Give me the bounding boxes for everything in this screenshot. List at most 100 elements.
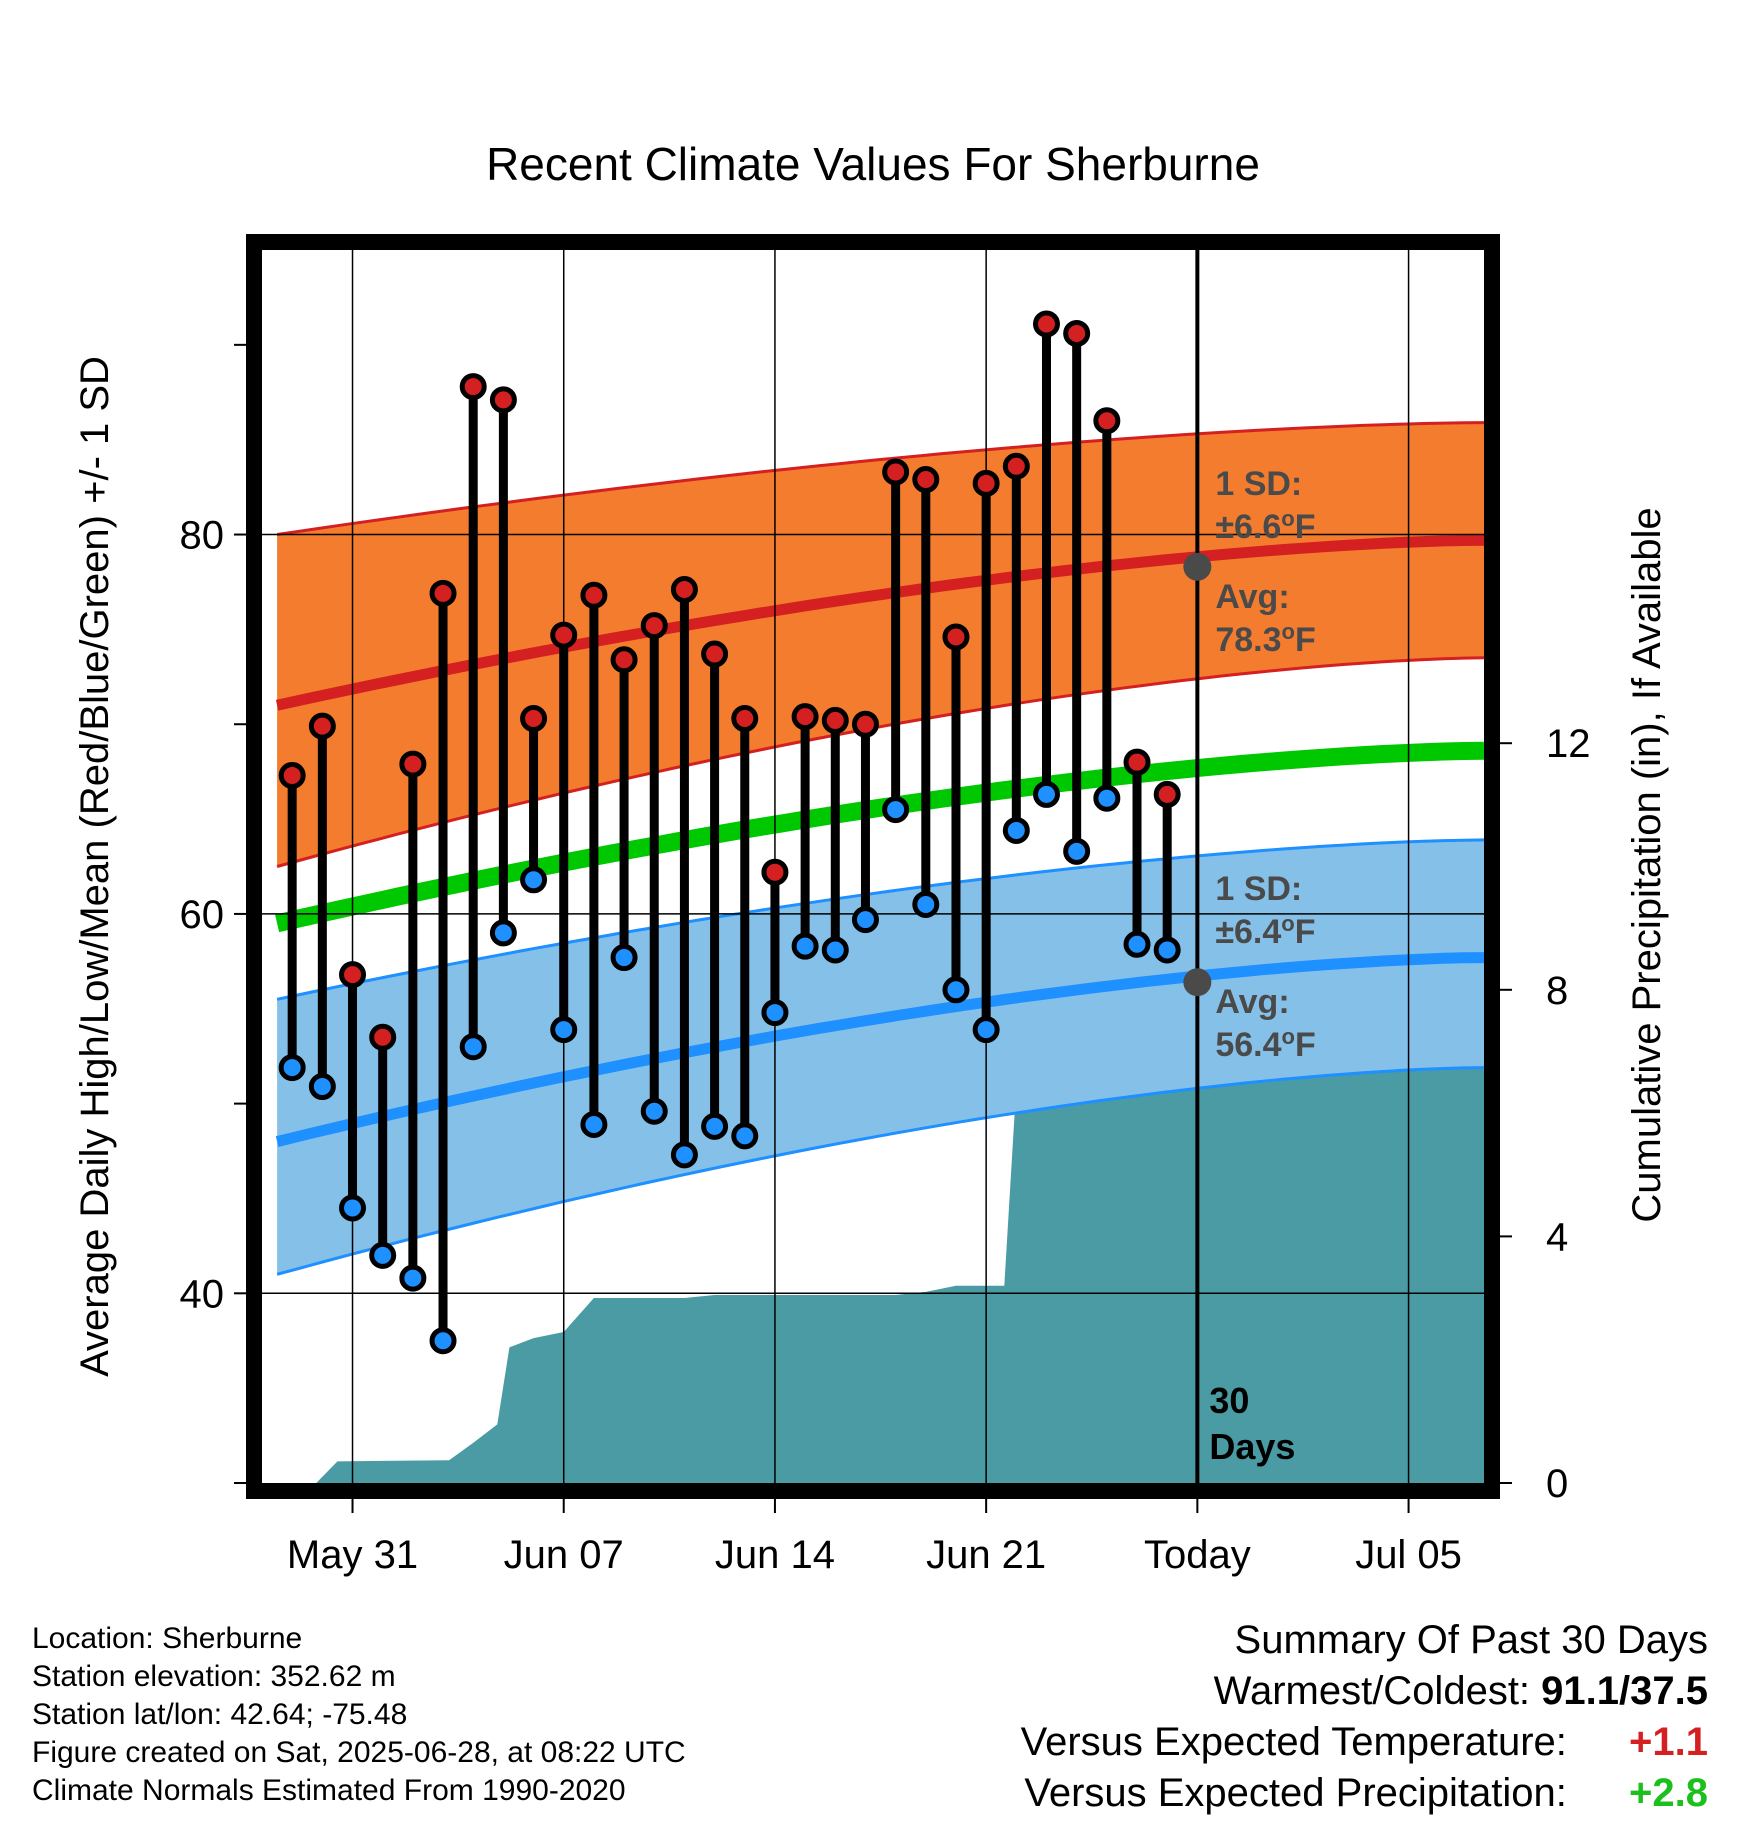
- high-avg-value: 78.3oF: [1215, 619, 1315, 660]
- daily-high-point: [851, 710, 879, 738]
- daily-high-point: [1002, 452, 1030, 480]
- days-label-text: Days: [1209, 1426, 1295, 1467]
- daily-high-point: [942, 623, 970, 651]
- summary-temp: Versus Expected Temperature: +1.1: [1021, 1717, 1708, 1768]
- daily-high-point: [912, 466, 940, 494]
- y2-tick-label: 0: [1546, 1462, 1568, 1506]
- daily-high-point: [580, 581, 608, 609]
- low-sd-value: ±6.4oF: [1215, 911, 1315, 952]
- daily-high-point: [489, 386, 517, 414]
- y2-tick-label: 8: [1546, 969, 1568, 1013]
- daily-low-point: [1123, 930, 1151, 958]
- high-sd-value: ±6.6oF: [1215, 506, 1315, 547]
- daily-low-point: [550, 1016, 578, 1044]
- y-tick-label: 60: [180, 893, 225, 937]
- daily-low-point: [278, 1054, 306, 1082]
- latlon-text: Station lat/lon: 42.64; -75.48: [32, 1698, 408, 1731]
- daily-low-point: [459, 1033, 487, 1061]
- daily-low-point: [942, 976, 970, 1004]
- x-tick-label: Jun 14: [715, 1533, 835, 1577]
- daily-high-point: [882, 458, 910, 486]
- daily-low-point: [308, 1073, 336, 1101]
- daily-low-point: [1153, 936, 1181, 964]
- daily-high-point: [821, 706, 849, 734]
- daily-low-point: [369, 1241, 397, 1269]
- temp-label: Versus Expected Temperature:: [1020, 1720, 1567, 1764]
- daily-high-point: [1123, 748, 1151, 776]
- x-tick-label: May 31: [287, 1533, 418, 1577]
- summary-precip: Versus Expected Precipitation: +2.8: [1021, 1768, 1708, 1819]
- y-tick-label: 40: [180, 1272, 225, 1316]
- normals-text: Climate Normals Estimated From 1990-2020: [32, 1774, 626, 1807]
- today-avg-low-marker: [1183, 968, 1212, 997]
- daily-low-point: [761, 999, 789, 1027]
- today-avg-high-marker: [1183, 552, 1212, 581]
- daily-high-point: [761, 858, 789, 886]
- plot-frame: [246, 234, 1500, 1499]
- warm-cold-value: 91.1/37.5: [1541, 1669, 1708, 1713]
- daily-low-point: [489, 919, 517, 947]
- low-avg-label: Avg:: [1215, 983, 1289, 1021]
- daily-low-point: [821, 936, 849, 964]
- y2-axis-label: Cumulative Precipitation (in), If Availa…: [1625, 507, 1669, 1222]
- daily-low-point: [429, 1327, 457, 1355]
- daily-low-point: [580, 1110, 608, 1138]
- low-sd-upper-line: [276, 838, 1484, 1001]
- daily-low-point: [1002, 816, 1030, 844]
- plot-area: [262, 250, 1484, 1483]
- daily-low-point: [610, 944, 638, 972]
- precip-label: Versus Expected Precipitation:: [1024, 1771, 1567, 1815]
- daily-high-point: [278, 761, 306, 789]
- normal-mean-line: [275, 741, 1484, 933]
- daily-high-point: [339, 961, 367, 989]
- y2-tick-label: 12: [1546, 722, 1591, 766]
- daily-high-point: [1063, 319, 1091, 347]
- daily-high-point: [369, 1023, 397, 1051]
- daily-high-point: [308, 712, 336, 740]
- precip-value: +2.8: [1629, 1771, 1708, 1815]
- warm-cold-label: Warmest/Coldest:: [1213, 1669, 1531, 1713]
- daily-high-point: [429, 579, 457, 607]
- low-avg-value: 56.4oF: [1215, 1024, 1315, 1065]
- low-sd-label: 1 SD:: [1215, 870, 1302, 908]
- daily-low-point: [520, 866, 548, 894]
- x-tick-label: Jun 07: [504, 1533, 624, 1577]
- daily-high-point: [610, 646, 638, 674]
- created-text: Figure created on Sat, 2025-06-28, at 08…: [32, 1736, 686, 1769]
- high-sd-band: [277, 422, 1484, 867]
- daily-low-point: [1063, 837, 1091, 865]
- high-avg-label: Avg:: [1215, 578, 1289, 616]
- low-sd-lower-line: [276, 1066, 1484, 1276]
- x-tick-label: Today: [1144, 1533, 1251, 1577]
- elevation-text: Station elevation: 352.62 m: [32, 1660, 396, 1693]
- daily-low-point: [912, 890, 940, 918]
- daily-high-point: [1093, 407, 1121, 435]
- daily-high-point: [459, 373, 487, 401]
- daily-high-point: [1032, 310, 1060, 338]
- daily-low-point: [399, 1264, 427, 1292]
- daily-low-point: [1032, 780, 1060, 808]
- daily-low-point: [339, 1194, 367, 1222]
- daily-low-point: [731, 1122, 759, 1150]
- summary-warm-cold: Warmest/Coldest: 91.1/37.5: [1021, 1666, 1708, 1717]
- low-sd-band: [277, 839, 1484, 1275]
- high-sd-lower-line: [276, 656, 1484, 868]
- daily-high-point: [731, 705, 759, 733]
- daily-low-point: [640, 1097, 668, 1125]
- daily-low-point: [972, 1016, 1000, 1044]
- summary-title: Summary Of Past 30 Days: [1234, 1618, 1708, 1662]
- x-tick-label: Jun 21: [926, 1533, 1046, 1577]
- daily-high-point: [1153, 780, 1181, 808]
- location-text: Location: Sherburne: [32, 1622, 303, 1655]
- precipitation-area: [277, 1051, 1484, 1483]
- daily-high-point: [550, 621, 578, 649]
- y2-tick-label: 4: [1546, 1215, 1568, 1259]
- daily-high-point: [520, 705, 548, 733]
- daily-low-point: [670, 1141, 698, 1169]
- daily-high-point: [640, 612, 668, 640]
- daily-low-point: [851, 906, 879, 934]
- high-sd-label: 1 SD:: [1215, 465, 1302, 503]
- x-tick-label: Jul 05: [1355, 1533, 1462, 1577]
- daily-high-point: [791, 703, 819, 731]
